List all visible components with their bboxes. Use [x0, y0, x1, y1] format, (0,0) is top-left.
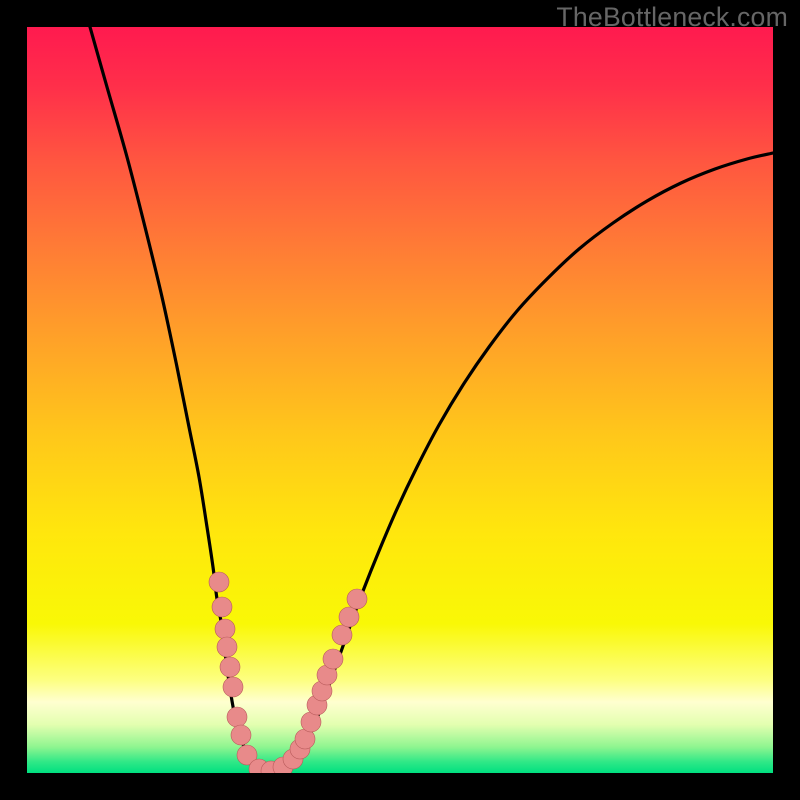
highlight-marker: [332, 625, 352, 645]
highlight-marker: [347, 589, 367, 609]
highlight-marker: [220, 657, 240, 677]
highlight-marker: [217, 637, 237, 657]
plot-area: [27, 27, 773, 781]
highlight-marker: [227, 707, 247, 727]
highlight-marker: [215, 619, 235, 639]
plot-background: [27, 27, 773, 773]
chart-container: TheBottleneck.com: [0, 0, 800, 800]
highlight-marker: [223, 677, 243, 697]
watermark-text: TheBottleneck.com: [556, 2, 788, 33]
highlight-marker: [212, 597, 232, 617]
highlight-marker: [323, 649, 343, 669]
highlight-marker: [209, 572, 229, 592]
highlight-marker: [231, 725, 251, 745]
highlight-marker: [339, 607, 359, 627]
bottleneck-chart: [0, 0, 800, 800]
